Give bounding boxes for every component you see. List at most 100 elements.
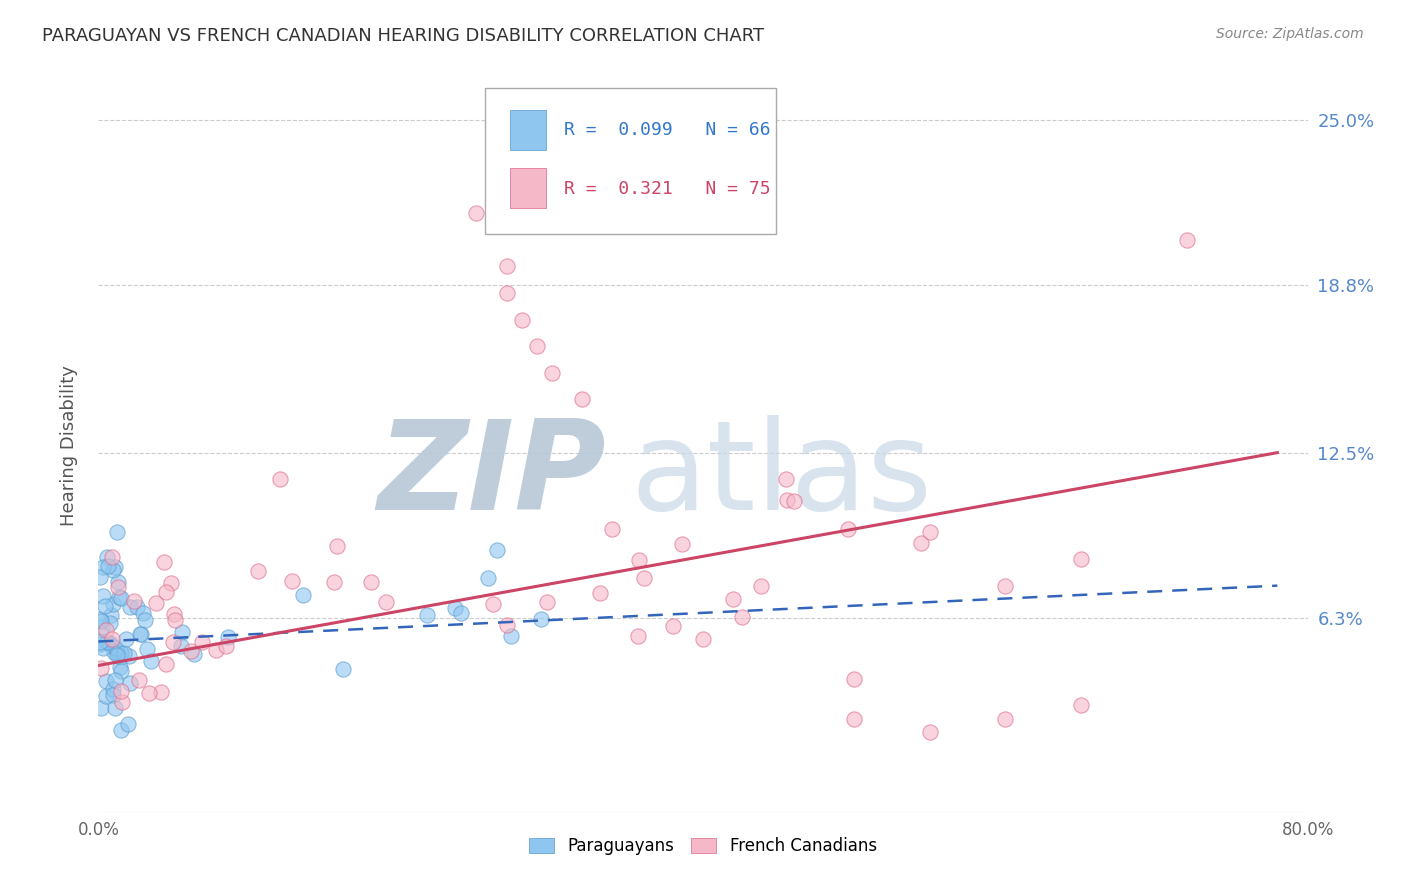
Text: R =  0.321   N = 75: R = 0.321 N = 75 [564,179,770,197]
Point [155,584,177,599]
Point [323,574,346,589]
Point [94,689,117,703]
Point [153,556,176,570]
Point [496,618,519,632]
Point [105,525,128,540]
Point [103,563,125,577]
Point [155,657,177,671]
Point [136,642,159,657]
Text: atlas: atlas [630,415,932,536]
Point [110,664,132,678]
Point [105,641,128,656]
Point [104,673,127,688]
Point [94,674,117,689]
Text: ZIP: ZIP [378,415,606,536]
Point [510,312,533,326]
Point [89,637,111,651]
Point [1175,233,1198,247]
Point [103,645,125,659]
Point [100,638,122,652]
Point [160,575,183,590]
Point [93,599,115,614]
Point [247,564,270,578]
Point [749,579,772,593]
Point [183,647,205,661]
Point [145,596,167,610]
Point [495,286,517,301]
Point [141,655,163,669]
Point [129,627,152,641]
Point [118,676,141,690]
Point [110,591,132,605]
Point [783,494,806,508]
Point [163,613,186,627]
Point [501,629,523,643]
Point [107,648,129,663]
Point [100,607,122,622]
Point [170,639,193,653]
Point [374,595,396,609]
FancyBboxPatch shape [509,168,546,209]
Point [1070,698,1092,713]
Point [122,593,145,607]
Point [118,649,141,664]
Point [485,543,508,558]
Point [776,492,799,507]
Point [540,366,562,380]
Point [1070,552,1092,566]
Point [131,606,153,620]
Point [280,574,302,589]
Point [89,634,111,648]
Point [112,646,135,660]
Point [149,685,172,699]
Point [326,540,349,554]
Point [918,725,941,739]
Text: PARAGUAYAN VS FRENCH CANADIAN HEARING DISABILITY CORRELATION CHART: PARAGUAYAN VS FRENCH CANADIAN HEARING DI… [42,27,765,45]
Point [134,613,156,627]
Point [837,523,859,537]
Point [138,686,160,700]
Point [482,598,505,612]
Point [994,579,1017,593]
Point [110,660,132,674]
Point [98,615,121,630]
Point [627,553,650,567]
Point [89,612,111,626]
Point [269,472,291,486]
Point [100,636,122,650]
Text: R =  0.099   N = 66: R = 0.099 N = 66 [564,121,770,139]
FancyBboxPatch shape [485,87,776,234]
Point [163,607,186,622]
Point [114,632,136,647]
FancyBboxPatch shape [509,110,546,150]
Point [633,571,655,585]
Point [107,574,129,589]
Point [170,624,193,639]
Point [191,635,214,649]
Point [162,634,184,648]
Y-axis label: Hearing Disability: Hearing Disability [59,366,77,526]
Point [600,523,623,537]
Point [415,607,437,622]
Point [918,525,941,540]
Point [291,588,314,602]
Point [526,339,548,353]
Point [101,682,124,697]
Point [465,206,488,220]
Legend: Paraguayans, French Canadians: Paraguayans, French Canadians [523,830,883,862]
Point [129,626,152,640]
Point [110,683,132,698]
Point [180,644,202,658]
Point [107,580,129,594]
Point [100,549,122,564]
Point [101,597,124,611]
Point [775,472,797,486]
Point [90,700,112,714]
Point [96,624,118,638]
Point [104,701,127,715]
Point [101,689,124,703]
Point [110,646,132,660]
Point [477,571,499,585]
Point [495,260,517,274]
Text: Source: ZipAtlas.com: Source: ZipAtlas.com [1216,27,1364,41]
